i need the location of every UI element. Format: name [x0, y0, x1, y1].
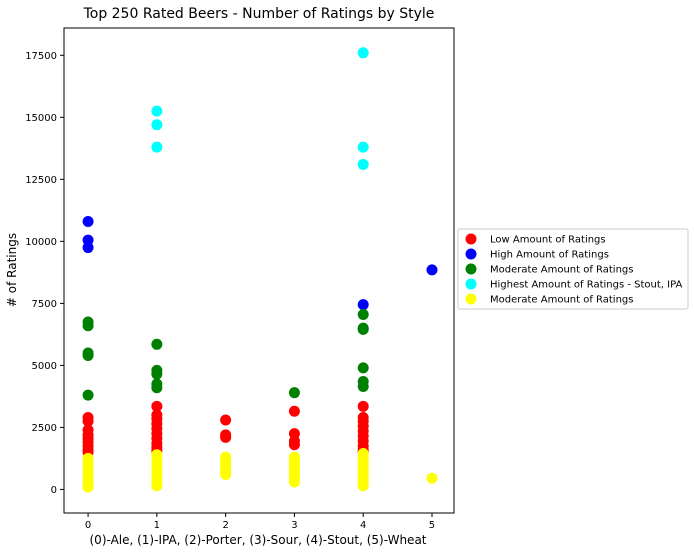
data-point [220, 469, 232, 481]
data-point [82, 349, 94, 361]
data-point [357, 400, 369, 412]
data-point [151, 119, 163, 131]
data-point [357, 380, 369, 392]
data-point [82, 242, 94, 254]
data-point [357, 480, 369, 492]
data-point [288, 387, 300, 399]
y-ticks: 0 2500 5000 7500 10000 12500 15000 17500 [25, 51, 64, 496]
legend-marker [465, 263, 477, 275]
y-tick-label: 17500 [25, 51, 57, 62]
legend-marker [465, 248, 477, 260]
data-point [357, 362, 369, 374]
x-tick-label: 1 [154, 520, 160, 531]
data-point [151, 400, 163, 412]
data-point [357, 158, 369, 170]
data-point [426, 472, 438, 484]
y-tick-label: 12500 [25, 175, 57, 186]
legend-items: Low Amount of Ratings High Amount of Rati… [465, 233, 682, 306]
legend-marker [465, 278, 477, 290]
y-tick-label: 10000 [25, 237, 57, 248]
data-point [82, 320, 94, 332]
chart-title: Top 250 Rated Beers - Number of Ratings … [83, 6, 435, 22]
x-ticks: 0 1 2 3 4 5 [85, 513, 435, 531]
data-point [357, 299, 369, 311]
data-point [82, 415, 94, 427]
data-point [288, 439, 300, 451]
legend-marker [465, 233, 477, 245]
legend-marker [465, 293, 477, 305]
y-tick-label: 15000 [25, 113, 57, 124]
legend-label: Low Amount of Ratings [490, 235, 606, 246]
legend-label: Moderate Amount of Ratings [490, 265, 633, 276]
x-axis-label: (0)-Ale, (1)-IPA, (2)-Porter, (3)-Sour, … [90, 533, 427, 547]
data-point [220, 431, 232, 443]
y-tick-label: 0 [51, 485, 57, 496]
y-tick-label: 2500 [32, 423, 57, 434]
data-point [151, 141, 163, 153]
data-point [151, 480, 163, 492]
x-tick-label: 4 [360, 520, 366, 531]
data-point [82, 216, 94, 228]
data-point [357, 323, 369, 335]
points-layer [82, 47, 438, 493]
data-point [220, 414, 232, 426]
y-axis-label: # of Ratings [5, 233, 19, 307]
data-point [357, 309, 369, 321]
data-point [426, 264, 438, 276]
legend-box [457, 228, 689, 310]
legend: Low Amount of Ratings High Amount of Rati… [457, 228, 689, 310]
x-tick-label: 5 [429, 520, 435, 531]
plot-area-frame [63, 27, 455, 514]
data-point [82, 481, 94, 493]
data-point [288, 405, 300, 417]
data-point [151, 105, 163, 117]
legend-label: High Amount of Ratings [490, 250, 609, 261]
data-point [288, 476, 300, 488]
y-tick-label: 7500 [32, 299, 57, 310]
data-point [357, 47, 369, 59]
data-point [151, 382, 163, 394]
x-tick-label: 3 [291, 520, 297, 531]
data-point [82, 389, 94, 401]
legend-label: Moderate Amount of Ratings [490, 295, 633, 306]
legend-label: Highest Amount of Ratings - Stout, IPA [490, 280, 682, 291]
x-tick-label: 2 [222, 520, 228, 531]
data-point [151, 338, 163, 350]
y-tick-label: 5000 [32, 361, 57, 372]
data-point [151, 368, 163, 380]
data-point [357, 141, 369, 153]
x-tick-label: 0 [85, 520, 91, 531]
